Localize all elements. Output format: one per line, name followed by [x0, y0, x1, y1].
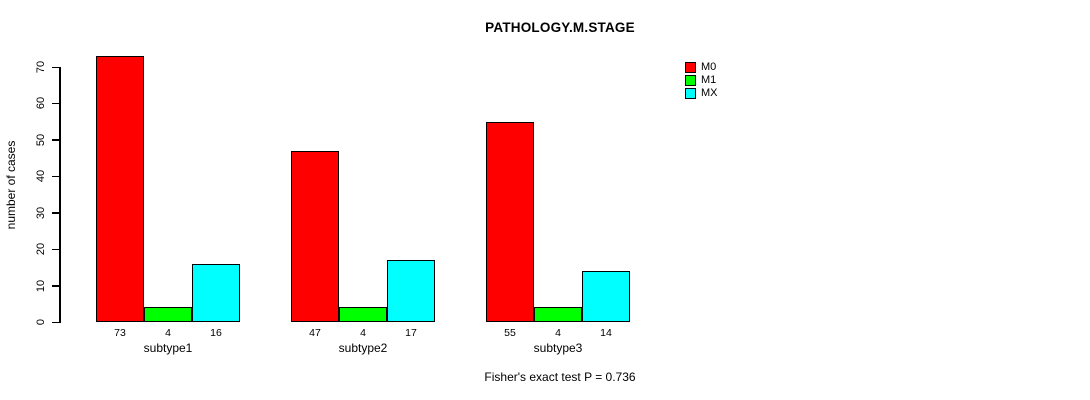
bar-mx-subtype1 — [192, 263, 240, 322]
y-axis-tick-label-text: 10 — [35, 279, 47, 292]
y-axis-tick-label-text: 30 — [35, 206, 47, 219]
chart-title: PATHOLOGY.M.STAGE — [485, 20, 635, 35]
y-axis-tick-label-text: 60 — [35, 97, 47, 110]
legend-label-mx: MX — [701, 87, 718, 99]
bar-m1-subtype2 — [339, 307, 387, 322]
y-axis-tick-label-text: 40 — [35, 170, 47, 183]
bar-value-label: 4 — [555, 327, 561, 339]
y-axis-tick — [52, 175, 59, 178]
category-label-subtype1: subtype1 — [143, 341, 193, 355]
legend-item-m1: M1 — [685, 74, 718, 87]
y-axis-tick-label-text: 70 — [35, 60, 47, 74]
legend-label-m0: M0 — [701, 61, 717, 73]
y-axis-tick — [52, 248, 59, 251]
y-axis-tick — [52, 102, 59, 105]
y-axis-tick — [52, 212, 59, 214]
y-axis-line — [59, 67, 61, 323]
category-label-subtype2: subtype2 — [338, 341, 388, 355]
bar-value-label: 14 — [600, 327, 612, 339]
y-axis-tick-label-text: 0 — [35, 318, 47, 326]
bar-m0-subtype2 — [291, 150, 339, 322]
bar-value-label: 55 — [504, 327, 516, 339]
bar-m1-subtype1 — [144, 307, 192, 322]
y-axis-tick — [52, 66, 59, 68]
legend-swatch-mx — [685, 88, 696, 99]
bar-m1-subtype3 — [534, 307, 582, 322]
bar-value-label: 47 — [309, 327, 321, 339]
bar-value-label: 4 — [165, 327, 171, 339]
y-axis-label-text: number of cases — [4, 140, 18, 230]
y-axis-tick-label-text: 20 — [35, 243, 47, 256]
legend-swatch-m0 — [685, 62, 696, 73]
legend-item-mx: MX — [685, 87, 718, 100]
y-axis-tick — [52, 139, 59, 141]
bar-m0-subtype3 — [486, 121, 534, 322]
bar-mx-subtype2 — [387, 260, 435, 322]
bar-value-label: 4 — [360, 327, 366, 339]
bar-value-label: 73 — [114, 327, 126, 339]
legend-label-m1: M1 — [701, 74, 717, 86]
y-axis-tick — [52, 285, 59, 287]
bar-m0-subtype1 — [96, 56, 144, 322]
legend: M0 M1 MX — [685, 61, 718, 100]
bar-mx-subtype3 — [582, 271, 630, 322]
y-axis-tick-label-text: 50 — [35, 133, 47, 146]
fisher-test-annotation: Fisher's exact test P = 0.736 — [484, 370, 636, 384]
bar-value-label: 16 — [210, 327, 222, 339]
legend-item-m0: M0 — [685, 61, 718, 74]
category-label-subtype3: subtype3 — [533, 341, 583, 355]
y-axis-tick — [52, 321, 59, 323]
legend-swatch-m1 — [685, 75, 696, 86]
bar-value-label: 17 — [405, 327, 417, 339]
